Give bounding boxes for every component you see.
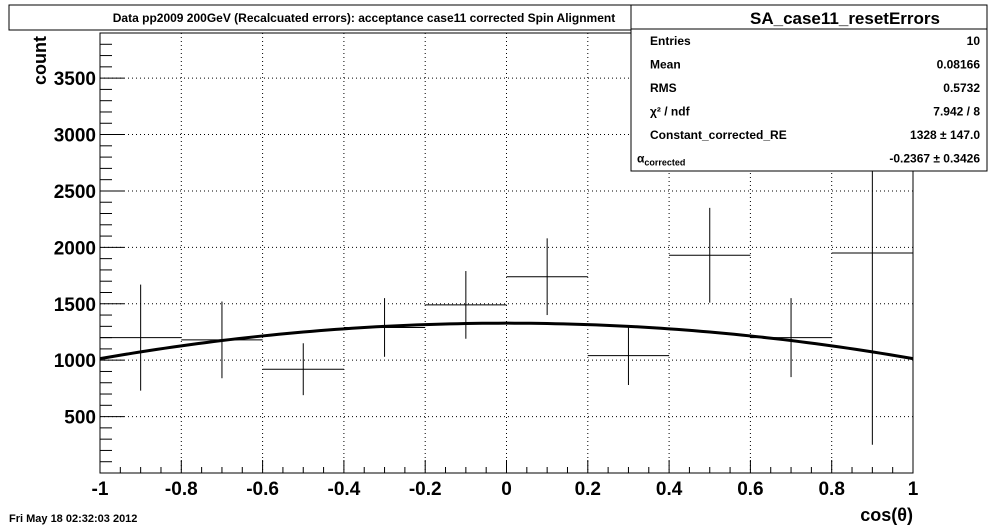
stats-row-value: 1328 ± 147.0 <box>910 128 980 142</box>
fit-curve <box>99 321 914 361</box>
y-axis: 500 1000 1500 2000 2500 3000 3500 <box>54 32 124 463</box>
stats-row-value: 10 <box>967 34 981 48</box>
y-tick-label: 1000 <box>54 351 96 372</box>
x-tick-label: 1 <box>908 479 919 500</box>
y-axis-label: count <box>30 36 50 85</box>
data-point <box>587 326 670 385</box>
x-tick-label: 0.4 <box>656 479 683 500</box>
stats-row-label: αcorrected <box>637 152 685 168</box>
x-tick-label: 0.6 <box>737 479 763 500</box>
x-tick-label: 0.2 <box>575 479 601 500</box>
data-point <box>262 343 344 396</box>
y-tick-label: 2000 <box>54 238 96 259</box>
stats-row-value: -0.2367 ± 0.3426 <box>889 152 980 166</box>
stats-row-value: 7.942 / 8 <box>933 105 980 119</box>
x-tick-label: -0.4 <box>328 479 361 500</box>
x-axis: -1 -0.8 -0.6 -0.4 -0.2 0 0.2 0.4 0.6 0.8 1 <box>92 460 919 500</box>
x-tick-label: 0 <box>501 479 512 500</box>
stats-row-label: χ² / ndf <box>650 105 691 119</box>
title-box <box>8 4 720 31</box>
data-point <box>506 238 588 316</box>
x-tick-label: -0.2 <box>409 479 442 500</box>
x-axis-label: cos(θ) <box>860 505 913 525</box>
x-tick-label: -0.8 <box>165 479 198 500</box>
stats-box <box>630 4 988 172</box>
x-tick-label: 0.8 <box>818 479 844 500</box>
stats-rows: Entries 10 Mean 0.08166 RMS 0.5732 χ² / ndf 7.9… <box>637 34 980 168</box>
x-tick-label: -0.6 <box>246 479 279 500</box>
stats-name: SA_case11_resetErrors <box>750 9 940 28</box>
stats-row-label: Mean <box>650 58 681 72</box>
y-tick-label: 1500 <box>54 295 96 316</box>
x-tick-label: -1 <box>92 479 109 500</box>
stats-row-value: 0.5732 <box>943 81 980 95</box>
y-tick-label: 3000 <box>54 126 96 147</box>
data-point <box>669 207 751 303</box>
stats-row-label: Constant_corrected_RE <box>650 128 787 142</box>
data-point <box>100 284 182 391</box>
y-tick-label: 2500 <box>54 182 96 203</box>
y-tick-label: 3500 <box>54 69 96 90</box>
stats-row-label: RMS <box>650 81 677 95</box>
footer-timestamp: Fri May 18 02:32:03 2012 <box>9 513 137 525</box>
stats-row-value: 0.08166 <box>937 58 981 72</box>
y-tick-label: 500 <box>64 408 96 429</box>
data-point <box>425 271 507 339</box>
chart-title: Data pp2009 200GeV (Recalcuated errors):… <box>113 11 615 25</box>
stats-row-label: Entries <box>650 34 691 48</box>
